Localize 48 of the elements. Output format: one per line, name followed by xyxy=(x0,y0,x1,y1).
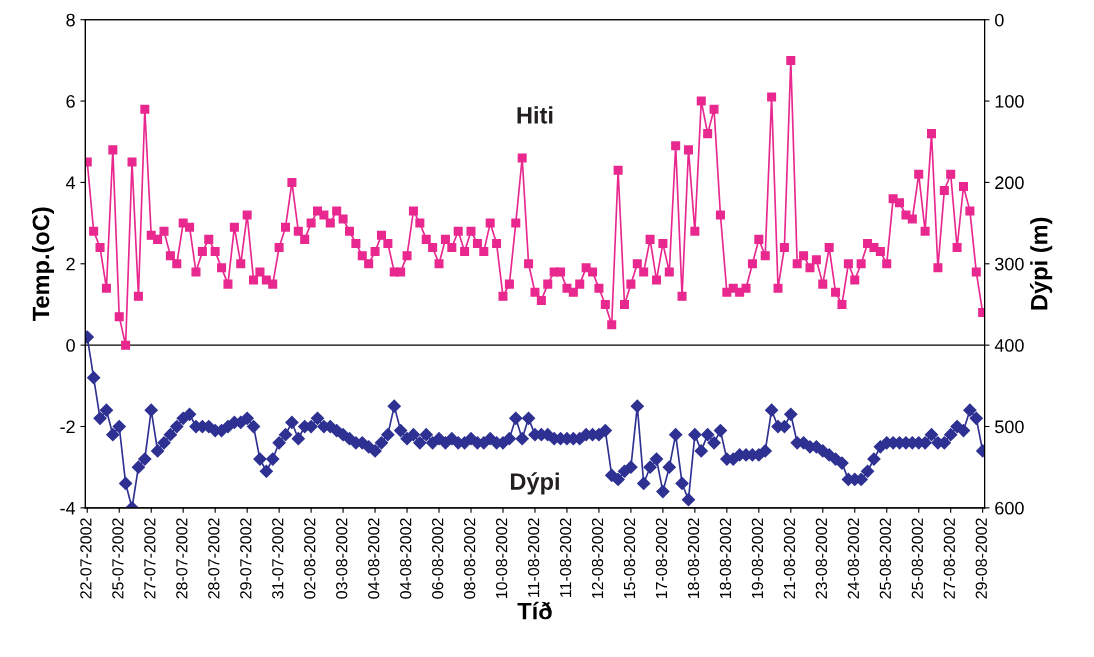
x-tick-label: 31-07-2002 xyxy=(272,518,284,599)
y2-tick-label: 500 xyxy=(995,420,1024,434)
x-tick-label: 24-08-2002 xyxy=(847,518,860,599)
x-tick-label: 17-08-2002 xyxy=(655,518,668,599)
y-tick-label: 2 xyxy=(66,257,75,271)
series-label: Dýpi xyxy=(510,472,559,495)
y2-tick-label: 400 xyxy=(994,339,1024,352)
x-tick-label: 18-08-2002 xyxy=(719,518,732,599)
y2-tick-label: 300 xyxy=(995,257,1024,271)
x-tick-label: 15-08-2002 xyxy=(623,518,636,599)
y-tick-label: -4 xyxy=(60,501,76,515)
y2-axis-title: Dýpi (m) xyxy=(1030,217,1053,310)
x-tick-label: 25-07-2002 xyxy=(112,518,124,599)
x-tick-label: 27-08-2002 xyxy=(943,518,955,599)
x-tick-label: 10-08-2002 xyxy=(495,518,508,599)
x-tick-label: 19-08-2002 xyxy=(751,518,764,599)
y-tick-label: 4 xyxy=(65,176,76,189)
x-tick-label: 03-08-2002 xyxy=(336,518,348,599)
y2-tick-label: 100 xyxy=(995,95,1024,108)
x-axis-title: Tíð xyxy=(517,601,552,620)
x-tick-label: 29-08-2002 xyxy=(975,518,987,599)
x-tick-label: 11-08-2002 xyxy=(559,518,572,597)
x-tick-label: 12-08-2002 xyxy=(591,518,604,599)
x-tick-label: 27-07-2002 xyxy=(144,518,156,599)
x-tick-label: 18-08-2002 xyxy=(687,518,700,599)
y-tick-label: 6 xyxy=(66,95,75,108)
x-tick-label: 25-08-2002 xyxy=(911,518,924,599)
x-tick-label: 25-08-2002 xyxy=(879,518,892,599)
x-tick-label: 11-08-2002 xyxy=(527,518,540,597)
x-tick-label: 04-08-2002 xyxy=(400,518,412,599)
x-tick-label: 28-07-2002 xyxy=(176,518,188,599)
y2-tick-label: 0 xyxy=(995,13,1004,27)
x-tick-label: 04-08-2002 xyxy=(368,518,380,599)
x-tick-label: 06-08-2002 xyxy=(432,518,444,599)
y-tick-label: 0 xyxy=(66,339,75,352)
x-tick-label: 08-08-2002 xyxy=(463,518,476,599)
y-tick-label: 8 xyxy=(66,13,75,27)
x-tick-label: 28-07-2002 xyxy=(208,518,220,599)
x-tick-label: 29-07-2002 xyxy=(240,518,252,599)
y2-tick-label: 200 xyxy=(995,176,1024,190)
x-tick-label: 23-08-2002 xyxy=(815,518,828,599)
x-tick-label: 22-07-2002 xyxy=(80,518,92,599)
y2-tick-label: 600 xyxy=(995,501,1024,515)
y-tick-label: -2 xyxy=(60,420,75,434)
series-label: Hiti xyxy=(517,106,553,124)
y-axis-title: Temp.(oC) xyxy=(31,207,54,322)
x-tick-label: 02-08-2002 xyxy=(304,518,316,599)
x-tick-label: 21-08-2002 xyxy=(783,518,796,599)
